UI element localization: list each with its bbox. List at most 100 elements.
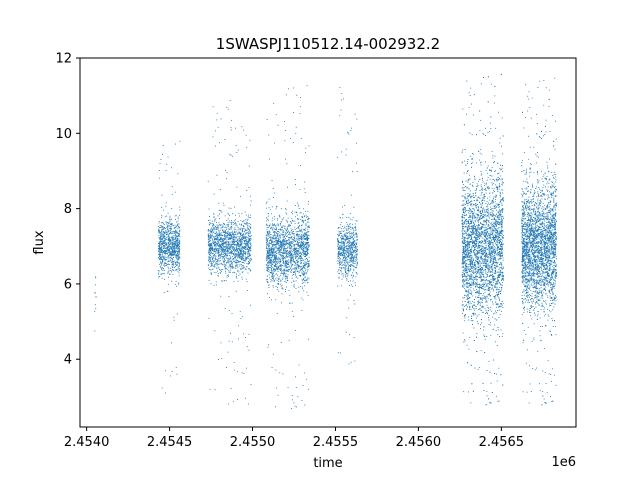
data-point <box>290 256 292 258</box>
data-point <box>234 261 236 263</box>
data-point <box>307 239 309 241</box>
data-point <box>351 260 353 261</box>
data-point <box>271 274 273 276</box>
data-point <box>291 236 293 238</box>
data-point <box>339 231 341 232</box>
data-point <box>285 275 287 277</box>
data-point <box>227 258 229 260</box>
data-point <box>268 262 269 264</box>
data-point <box>352 171 353 172</box>
data-point <box>353 243 355 245</box>
data-point <box>286 220 288 222</box>
data-point <box>294 205 296 206</box>
data-point <box>175 244 176 245</box>
data-point <box>244 249 246 250</box>
data-point <box>353 238 354 239</box>
data-point <box>239 250 240 252</box>
data-point <box>228 224 230 225</box>
data-point <box>166 234 167 236</box>
data-point <box>304 238 306 240</box>
data-point <box>177 251 178 252</box>
data-point <box>301 220 303 222</box>
data-point <box>158 237 160 238</box>
data-point <box>338 240 340 242</box>
data-point <box>171 254 173 256</box>
data-point <box>239 232 240 234</box>
data-point <box>348 244 350 246</box>
data-point <box>167 291 169 292</box>
data-point <box>241 238 243 240</box>
data-point <box>307 252 309 254</box>
data-point <box>162 256 164 258</box>
data-point <box>162 226 163 228</box>
data-point <box>282 232 284 233</box>
data-point <box>177 225 179 227</box>
data-point <box>167 245 169 247</box>
data-point <box>285 251 287 253</box>
data-point <box>278 238 280 240</box>
data-point <box>232 272 234 274</box>
data-point <box>306 250 307 252</box>
data-point <box>351 259 352 261</box>
data-point <box>219 251 221 252</box>
data-point <box>160 222 162 224</box>
data-point <box>281 293 283 295</box>
data-point <box>285 251 287 253</box>
data-point <box>341 151 343 153</box>
data-point <box>265 224 267 226</box>
data-point <box>223 259 225 260</box>
data-point <box>285 261 286 263</box>
data-point <box>275 227 277 229</box>
data-point <box>242 254 244 256</box>
data-point <box>245 221 247 223</box>
data-point <box>178 283 180 285</box>
data-point <box>289 224 291 226</box>
data-point <box>277 394 279 396</box>
data-point <box>235 127 236 129</box>
data-point <box>295 248 297 250</box>
data-point <box>164 232 165 233</box>
data-point <box>237 245 239 246</box>
data-point <box>220 239 222 240</box>
data-point <box>349 238 350 239</box>
data-point <box>172 252 174 254</box>
data-point <box>287 253 289 255</box>
data-point <box>292 257 294 259</box>
data-point <box>341 253 343 255</box>
data-point <box>211 245 213 247</box>
data-point <box>284 248 286 250</box>
data-point <box>215 261 217 263</box>
data-point <box>161 229 163 230</box>
data-point <box>222 260 224 262</box>
data-point <box>236 248 238 249</box>
data-point <box>222 239 224 241</box>
data-point <box>300 242 302 244</box>
data-point <box>343 255 345 257</box>
data-point <box>178 226 180 228</box>
data-point <box>275 246 277 248</box>
data-point <box>287 256 289 257</box>
data-point <box>246 190 248 191</box>
data-point <box>350 250 351 252</box>
data-point <box>168 255 170 256</box>
data-point <box>170 246 171 248</box>
data-point <box>337 256 339 258</box>
data-point <box>249 262 250 263</box>
data-point <box>239 249 240 250</box>
data-point <box>291 259 293 261</box>
data-point <box>337 244 339 246</box>
data-point <box>159 244 161 246</box>
data-point <box>223 229 225 231</box>
data-point <box>233 267 235 269</box>
data-point <box>163 237 165 238</box>
data-point <box>226 274 228 276</box>
data-point <box>220 237 222 239</box>
data-point <box>245 247 247 249</box>
data-point <box>300 229 302 231</box>
data-point <box>343 247 345 249</box>
data-point <box>162 242 164 244</box>
data-point <box>177 258 179 259</box>
data-point <box>300 252 302 254</box>
data-point <box>241 257 243 258</box>
data-point <box>278 254 280 256</box>
